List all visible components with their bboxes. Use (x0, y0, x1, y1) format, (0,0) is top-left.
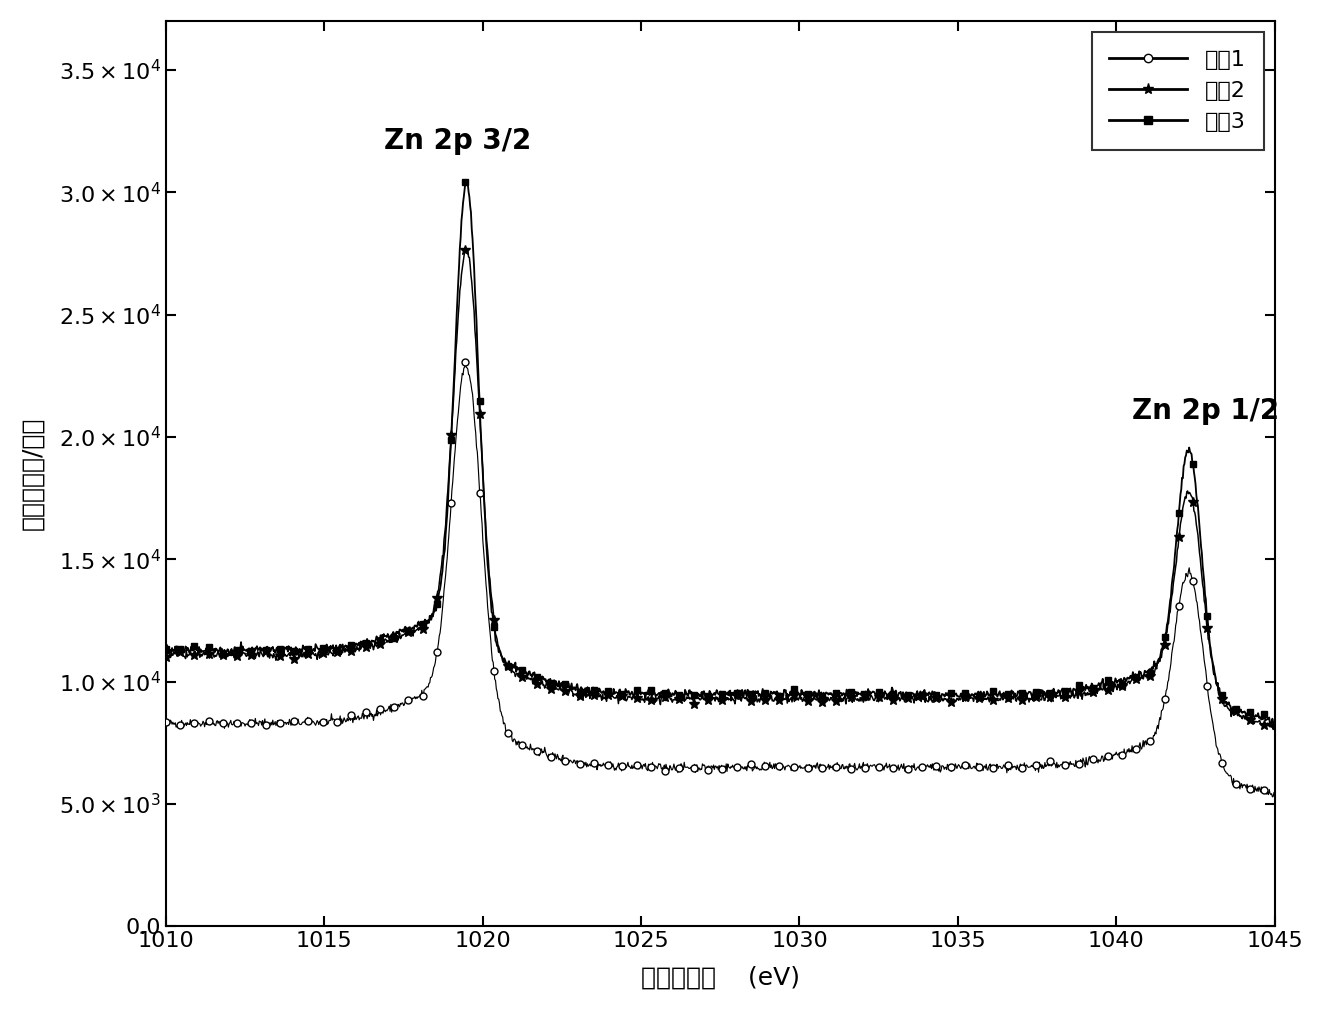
Text: Zn 2p 3/2: Zn 2p 3/2 (384, 127, 531, 156)
Legend: 条件1, 条件2, 条件3: 条件1, 条件2, 条件3 (1092, 32, 1263, 149)
Y-axis label: 强度（个数/秒）: 强度（个数/秒） (21, 417, 45, 530)
Text: Zn 2p 1/2: Zn 2p 1/2 (1132, 397, 1279, 424)
X-axis label: 化学结合能    (eV): 化学结合能 (eV) (641, 966, 800, 989)
